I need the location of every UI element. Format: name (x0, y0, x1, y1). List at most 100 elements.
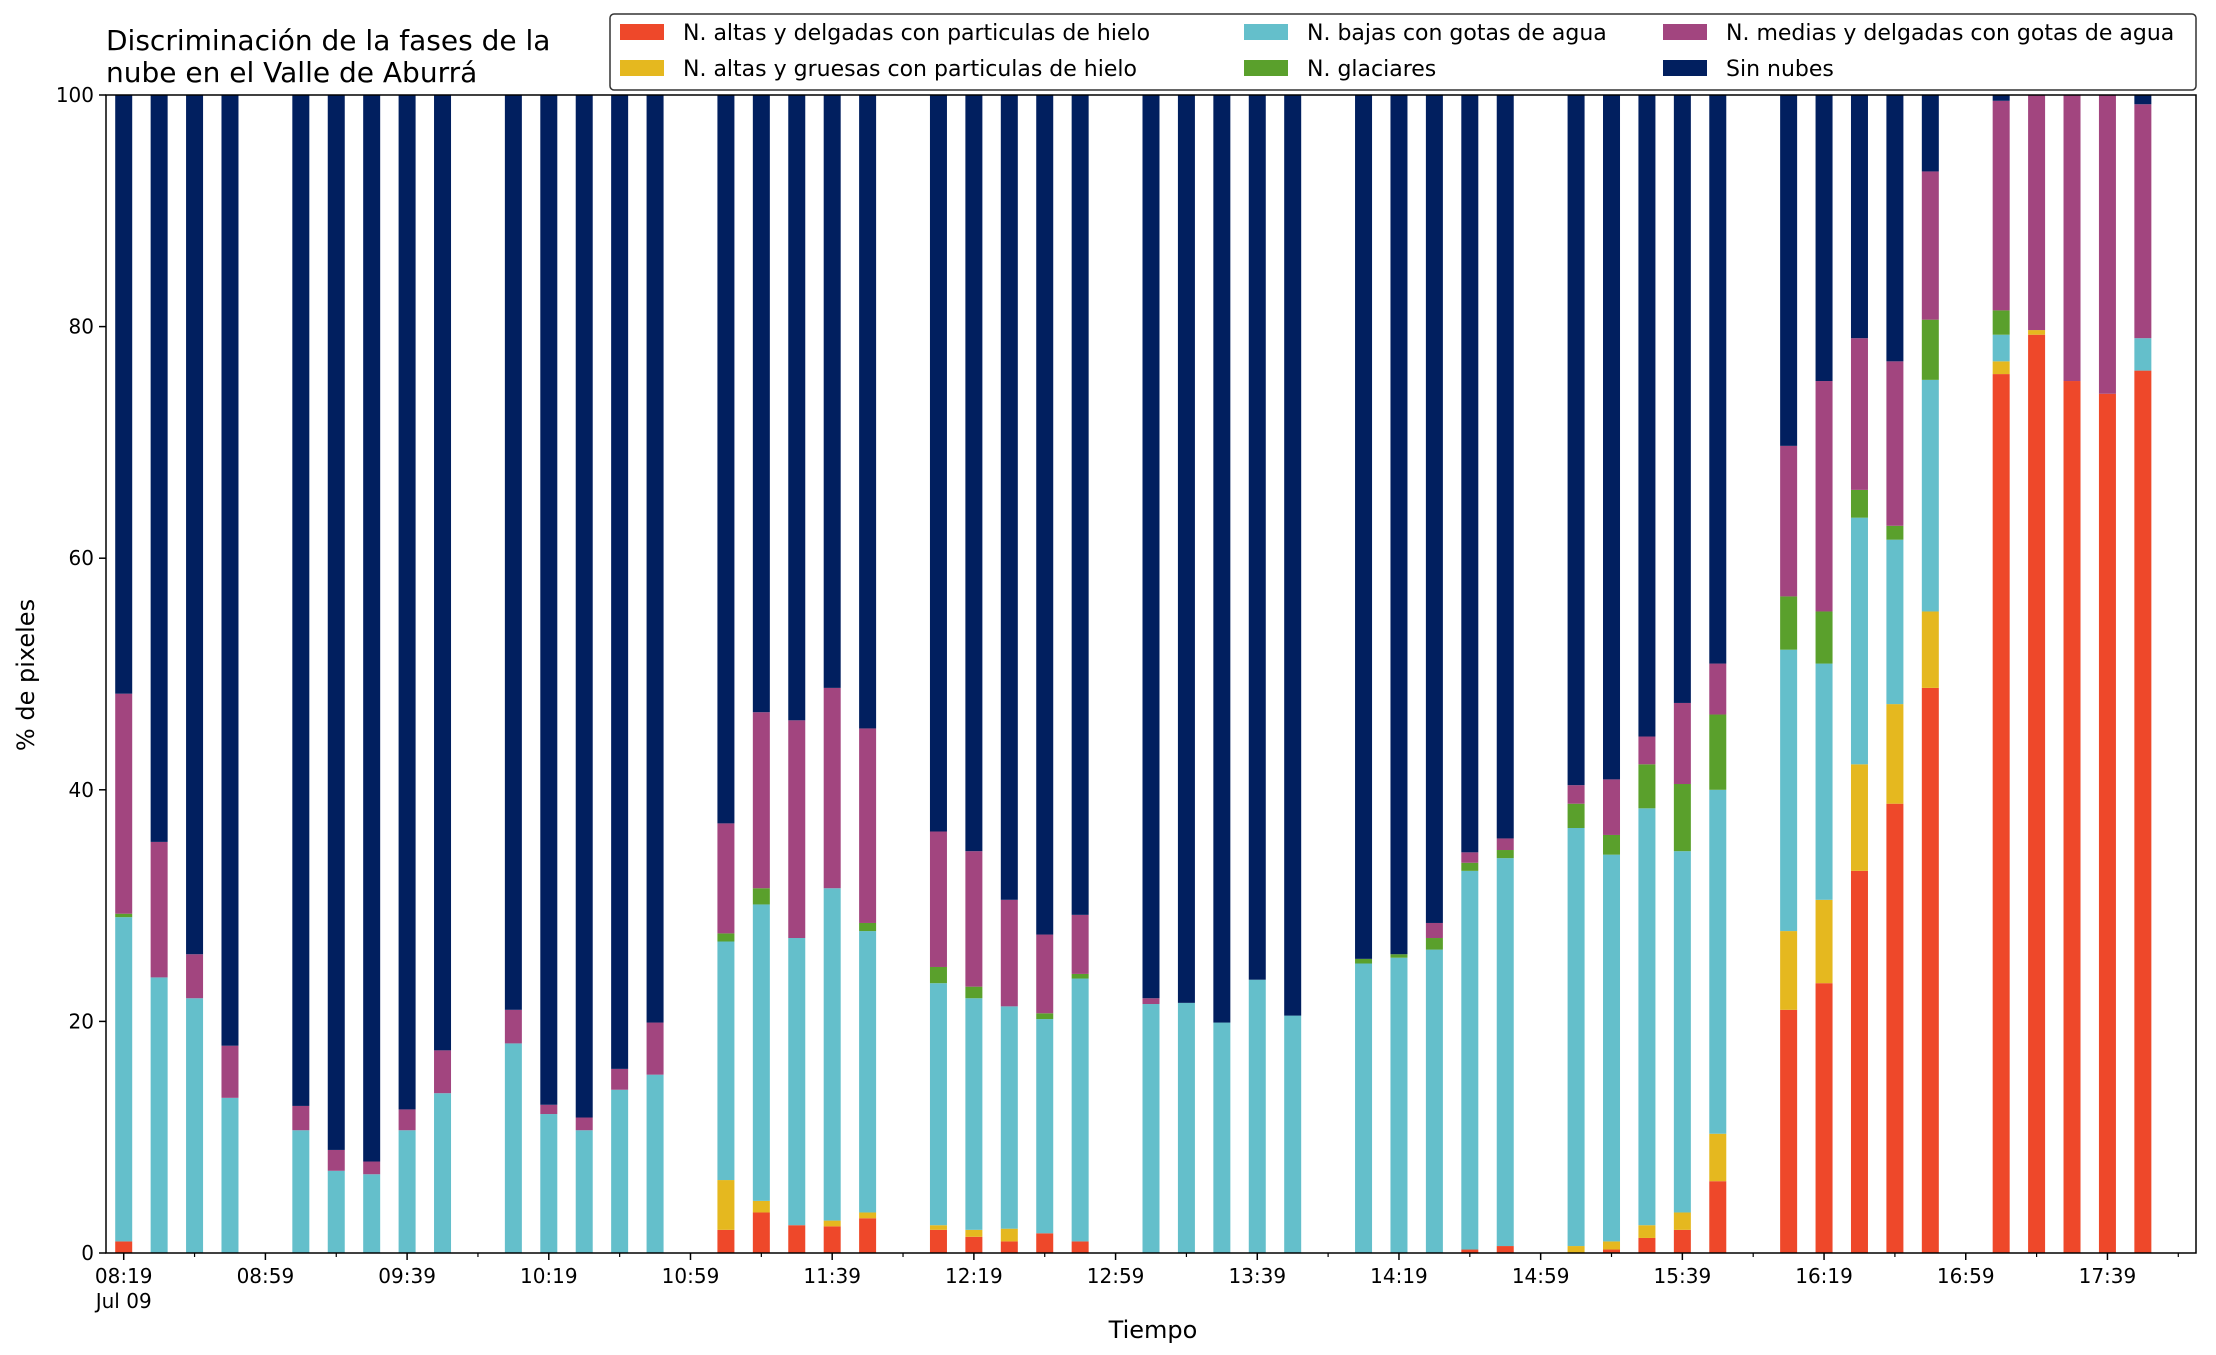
bar-segment-30-5 (1390, 95, 1408, 955)
legend-swatch-3 (1244, 60, 1288, 76)
bar-segment-34-4 (1567, 785, 1585, 804)
bar-segment-3-2 (221, 1097, 239, 1253)
bar-segment-3-4 (221, 1045, 239, 1098)
bar-segment-22-0 (1036, 1233, 1054, 1253)
bar-segment-24-5 (1142, 95, 1160, 999)
bar-segment-13-2 (646, 1074, 664, 1253)
bar-segment-18-3 (859, 922, 877, 932)
bar-segment-30-3 (1390, 954, 1408, 958)
bar-segment-42-0 (1886, 803, 1904, 1253)
bar-segment-12-5 (611, 95, 629, 1069)
bar-segment-14-2 (717, 941, 735, 1181)
legend-label-5: Sin nubes (1726, 57, 1834, 82)
bar-segment-44-5 (1992, 95, 2010, 101)
bar-segment-16-0 (788, 1225, 806, 1253)
bar-segment-23-2 (1071, 978, 1089, 1242)
bar-segment-42-1 (1886, 704, 1904, 804)
bar-segment-35-3 (1603, 834, 1621, 855)
bar-segment-37-1 (1673, 1212, 1691, 1230)
bar-segment-40-3 (1815, 611, 1833, 664)
bar-segment-37-0 (1673, 1229, 1691, 1253)
legend-swatch-1 (620, 60, 664, 76)
bar-segment-15-0 (752, 1212, 770, 1253)
bar-segment-24-4 (1142, 998, 1160, 1005)
x-tick-label-8: 13:39 (1228, 1264, 1286, 1288)
bar-segment-44-1 (1992, 361, 2010, 375)
bar-segment-19-3 (929, 966, 947, 984)
bar-segment-23-0 (1071, 1241, 1089, 1253)
bar-segment-0-0 (115, 1241, 133, 1253)
bar-segment-35-2 (1603, 854, 1621, 1242)
bar-segment-41-0 (1850, 870, 1868, 1253)
bar-segment-10-5 (540, 95, 558, 1105)
bar-segment-17-0 (823, 1226, 841, 1253)
x-tick-label-13: 16:59 (1937, 1264, 1995, 1288)
bar-segment-22-5 (1036, 95, 1054, 935)
bar-segment-39-3 (1780, 596, 1798, 650)
bar-segment-3-5 (221, 95, 239, 1046)
bar-segment-31-2 (1425, 949, 1443, 1253)
bar-segment-5-5 (327, 95, 345, 1150)
bar-segment-8-4 (434, 1050, 452, 1094)
bar-segment-38-1 (1709, 1133, 1727, 1182)
x-tick-label-6: 12:19 (945, 1264, 1003, 1288)
legend-swatch-4 (1663, 24, 1707, 40)
bar-segment-13-4 (646, 1022, 664, 1075)
bar-segment-35-0 (1603, 1249, 1621, 1253)
bar-segment-4-4 (292, 1105, 310, 1131)
bar-segment-17-4 (823, 687, 841, 889)
bar-segment-23-5 (1071, 95, 1089, 915)
bar-segment-30-2 (1390, 957, 1408, 1253)
x-tick-label-12: 16:19 (1795, 1264, 1853, 1288)
y-tick-label-2: 40 (69, 778, 94, 802)
bar-segment-42-2 (1886, 539, 1904, 705)
bar-segment-20-4 (965, 851, 983, 987)
bar-segment-32-3 (1461, 862, 1479, 871)
bar-segment-38-5 (1709, 95, 1727, 664)
bar-segment-31-3 (1425, 938, 1443, 950)
x-tick-label-9: 14:19 (1370, 1264, 1428, 1288)
bar-segment-21-0 (1000, 1241, 1018, 1253)
bar-segment-38-0 (1709, 1181, 1727, 1253)
bar-segment-15-3 (752, 888, 770, 905)
x-axis: 08:19 08:59 09:39 10:19 10:59 11:39 12:19 12:59… (94, 1253, 2179, 1313)
bar-segment-28-2 (1284, 1015, 1302, 1253)
bar-segment-42-3 (1886, 525, 1904, 540)
bar-segment-24-2 (1142, 1004, 1160, 1253)
bar-segment-45-1 (2028, 330, 2046, 335)
bar-segment-36-3 (1638, 764, 1656, 809)
bar-segment-17-1 (823, 1220, 841, 1227)
bar-segment-38-4 (1709, 663, 1727, 715)
bar-segment-29-2 (1355, 963, 1373, 1253)
bar-segment-18-2 (859, 931, 877, 1213)
bar-segment-11-2 (575, 1130, 593, 1253)
y-tick-label-0: 0 (81, 1241, 94, 1265)
bar-segment-20-5 (965, 95, 983, 852)
bar-segment-18-4 (859, 728, 877, 923)
bar-segment-7-5 (398, 95, 416, 1110)
bar-segment-21-1 (1000, 1228, 1018, 1242)
bar-segment-32-4 (1461, 852, 1479, 863)
y-axis-label: % de pixeles (12, 599, 40, 751)
x-tick-label-0: 08:19 (95, 1264, 153, 1288)
x-tick-label-14: 17:39 (2079, 1264, 2137, 1288)
bar-segment-10-2 (540, 1114, 558, 1253)
bar-segment-14-5 (717, 95, 735, 824)
x-date-label: Jul 09 (94, 1289, 152, 1313)
bar-segment-20-1 (965, 1229, 983, 1237)
bar-segment-16-5 (788, 95, 806, 721)
bar-segment-15-1 (752, 1200, 770, 1213)
bar-segment-43-0 (1921, 687, 1939, 1253)
legend-label-4: N. medias y delgadas con gotas de agua (1726, 21, 2174, 46)
bar-segment-9-2 (504, 1043, 522, 1253)
bar-segment-1-2 (150, 977, 168, 1253)
bar-segment-17-2 (823, 888, 841, 1221)
bar-segment-2-5 (186, 95, 204, 955)
bar-segment-7-4 (398, 1109, 416, 1131)
bar-segment-7-2 (398, 1130, 416, 1253)
bar-segment-36-1 (1638, 1225, 1656, 1238)
legend-swatch-2 (1244, 24, 1288, 40)
y-axis: 0 20 40 60 80 100 (56, 83, 106, 1265)
bar-segment-42-4 (1886, 361, 1904, 526)
